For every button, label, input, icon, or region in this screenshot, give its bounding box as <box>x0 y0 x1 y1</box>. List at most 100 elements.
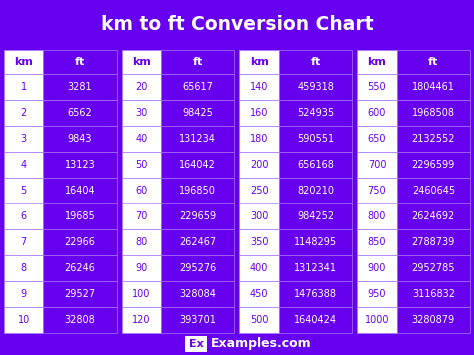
Bar <box>161 126 235 152</box>
Text: 60: 60 <box>136 186 147 196</box>
Text: 6562: 6562 <box>68 108 92 118</box>
Bar <box>122 50 161 74</box>
Bar <box>4 203 44 229</box>
Text: 300: 300 <box>250 212 268 222</box>
Text: 850: 850 <box>368 237 386 247</box>
Text: 656168: 656168 <box>297 160 334 170</box>
Bar <box>397 100 470 126</box>
Bar <box>357 229 397 255</box>
Text: 160: 160 <box>250 108 268 118</box>
Bar <box>4 50 44 74</box>
Bar <box>397 255 470 281</box>
Bar <box>279 203 352 229</box>
Bar <box>4 152 44 178</box>
Bar <box>44 50 117 74</box>
Bar <box>44 281 117 307</box>
Text: 32808: 32808 <box>65 315 95 325</box>
Text: 450: 450 <box>250 289 268 299</box>
Text: 328084: 328084 <box>180 289 216 299</box>
Text: 131234: 131234 <box>180 134 216 144</box>
Text: 524935: 524935 <box>297 108 334 118</box>
Text: 2952785: 2952785 <box>411 263 455 273</box>
Text: ft: ft <box>310 57 321 67</box>
Bar <box>122 281 161 307</box>
Text: 120: 120 <box>132 315 151 325</box>
Bar <box>239 229 279 255</box>
Text: 29527: 29527 <box>64 289 96 299</box>
Bar <box>44 152 117 178</box>
Bar <box>357 255 397 281</box>
Text: 750: 750 <box>368 186 386 196</box>
Text: 1000: 1000 <box>365 315 389 325</box>
Bar <box>122 100 161 126</box>
Bar <box>357 74 397 100</box>
Text: km to ft Conversion Chart: km to ft Conversion Chart <box>100 16 374 34</box>
Bar <box>161 178 235 203</box>
Bar <box>279 50 352 74</box>
Text: 1312341: 1312341 <box>294 263 337 273</box>
Text: 16404: 16404 <box>65 186 95 196</box>
Bar <box>239 255 279 281</box>
Text: 70: 70 <box>135 212 148 222</box>
Text: 19685: 19685 <box>65 212 95 222</box>
Text: 2460645: 2460645 <box>412 186 455 196</box>
Text: 3116832: 3116832 <box>412 289 455 299</box>
Text: Ex: Ex <box>189 339 203 349</box>
Bar <box>357 100 397 126</box>
Text: 500: 500 <box>250 315 268 325</box>
Bar <box>161 255 235 281</box>
Text: 984252: 984252 <box>297 212 334 222</box>
Text: 3: 3 <box>21 134 27 144</box>
Bar <box>44 229 117 255</box>
Text: 1640424: 1640424 <box>294 315 337 325</box>
Bar <box>122 74 161 100</box>
Text: 140: 140 <box>250 82 268 92</box>
Bar <box>44 126 117 152</box>
Text: km: km <box>367 57 386 67</box>
Text: 900: 900 <box>368 263 386 273</box>
Bar <box>239 126 279 152</box>
Text: 100: 100 <box>132 289 151 299</box>
Bar <box>397 281 470 307</box>
Text: 7: 7 <box>20 237 27 247</box>
Text: 800: 800 <box>368 212 386 222</box>
Text: 1968508: 1968508 <box>412 108 455 118</box>
Bar <box>397 178 470 203</box>
Text: 459318: 459318 <box>297 82 334 92</box>
Text: ft: ft <box>428 57 438 67</box>
Bar <box>122 178 161 203</box>
Bar <box>357 126 397 152</box>
Bar <box>122 255 161 281</box>
Text: 98425: 98425 <box>182 108 213 118</box>
Bar <box>4 281 44 307</box>
Bar <box>185 336 207 352</box>
Bar <box>4 307 44 333</box>
Bar <box>279 74 352 100</box>
Text: 8: 8 <box>21 263 27 273</box>
Text: 4: 4 <box>21 160 27 170</box>
Bar <box>161 152 235 178</box>
Bar <box>357 307 397 333</box>
Bar <box>161 281 235 307</box>
Bar <box>44 178 117 203</box>
Bar <box>239 178 279 203</box>
Bar <box>357 178 397 203</box>
Bar <box>357 152 397 178</box>
Text: 9843: 9843 <box>68 134 92 144</box>
Bar <box>397 229 470 255</box>
Bar <box>279 100 352 126</box>
Text: 2: 2 <box>20 108 27 118</box>
Bar <box>161 203 235 229</box>
Text: 700: 700 <box>368 160 386 170</box>
Text: 550: 550 <box>368 82 386 92</box>
Bar <box>44 100 117 126</box>
Bar <box>279 229 352 255</box>
Text: 50: 50 <box>135 160 148 170</box>
Text: 350: 350 <box>250 237 268 247</box>
Bar <box>357 281 397 307</box>
Bar <box>122 307 161 333</box>
Text: km: km <box>14 57 33 67</box>
Text: 250: 250 <box>250 186 269 196</box>
Bar <box>397 74 470 100</box>
Bar <box>279 307 352 333</box>
